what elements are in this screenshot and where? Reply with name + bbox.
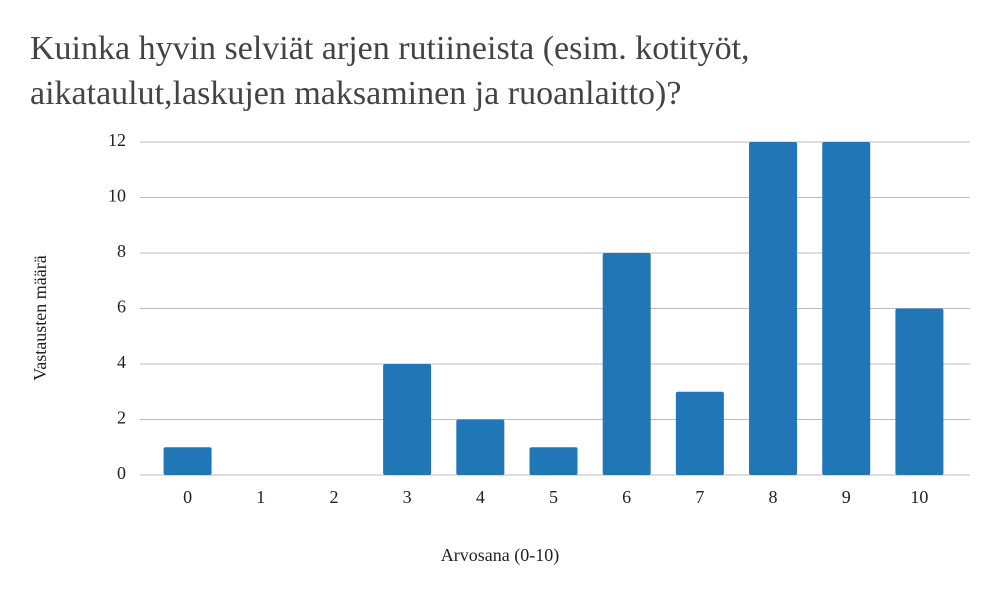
bar — [456, 419, 505, 475]
bar — [895, 308, 944, 475]
bar — [163, 447, 212, 475]
bar — [383, 364, 432, 475]
x-tick-label: 4 — [476, 487, 485, 507]
y-axis-label: Vastausten määrä — [30, 255, 50, 380]
y-tick-label: 0 — [117, 463, 126, 483]
x-tick-label: 3 — [403, 487, 412, 507]
x-axis-label: Arvosana (0-10) — [441, 545, 559, 566]
x-tick-label: 7 — [695, 487, 704, 507]
bar — [749, 142, 798, 475]
y-tick-label: 2 — [117, 408, 126, 428]
y-tick-label: 4 — [117, 352, 126, 372]
y-tick-label: 12 — [108, 130, 126, 150]
bar — [529, 447, 578, 475]
y-tick-label: 6 — [117, 297, 126, 317]
y-tick-label: 8 — [117, 241, 126, 261]
x-tick-label: 2 — [329, 487, 338, 507]
chart-title: Kuinka hyvin selviät arjen rutiineista (… — [30, 30, 750, 112]
x-tick-label: 1 — [256, 487, 265, 507]
y-tick-label: 10 — [108, 186, 126, 206]
x-tick-label: 0 — [183, 487, 192, 507]
x-tick-label: 8 — [769, 487, 778, 507]
bar — [822, 142, 871, 475]
bar — [675, 391, 724, 475]
x-tick-label: 9 — [842, 487, 851, 507]
bar — [602, 253, 651, 475]
x-tick-label: 5 — [549, 487, 558, 507]
x-tick-label: 6 — [622, 487, 631, 507]
x-tick-label: 10 — [910, 487, 928, 507]
